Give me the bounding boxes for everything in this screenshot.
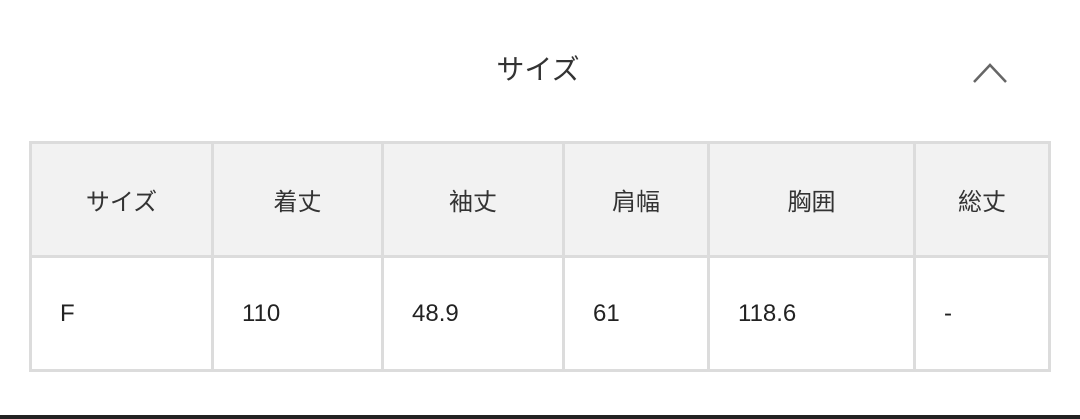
header-size: サイズ — [29, 141, 214, 258]
size-table: サイズ 着丈 袖丈 肩幅 胸囲 総丈 F 110 48.9 61 118.6 - — [29, 141, 1051, 372]
header-shoulder: 肩幅 — [562, 141, 710, 258]
header-chest: 胸囲 — [707, 141, 916, 258]
bottom-divider — [0, 415, 1080, 419]
header-length: 着丈 — [211, 141, 384, 258]
table-header-row: サイズ 着丈 袖丈 肩幅 胸囲 総丈 — [29, 141, 1051, 258]
cell-shoulder: 61 — [562, 255, 710, 372]
chevron-up-icon[interactable] — [970, 60, 1010, 86]
cell-sleeve: 48.9 — [381, 255, 565, 372]
header-sleeve: 袖丈 — [381, 141, 565, 258]
header-total-length: 総丈 — [913, 141, 1051, 258]
table-row: F 110 48.9 61 118.6 - — [29, 255, 1051, 372]
cell-size: F — [29, 255, 214, 372]
cell-length: 110 — [211, 255, 384, 372]
cell-chest: 118.6 — [707, 255, 916, 372]
cell-total-length: - — [913, 255, 1051, 372]
size-section-title: サイズ — [496, 53, 580, 86]
